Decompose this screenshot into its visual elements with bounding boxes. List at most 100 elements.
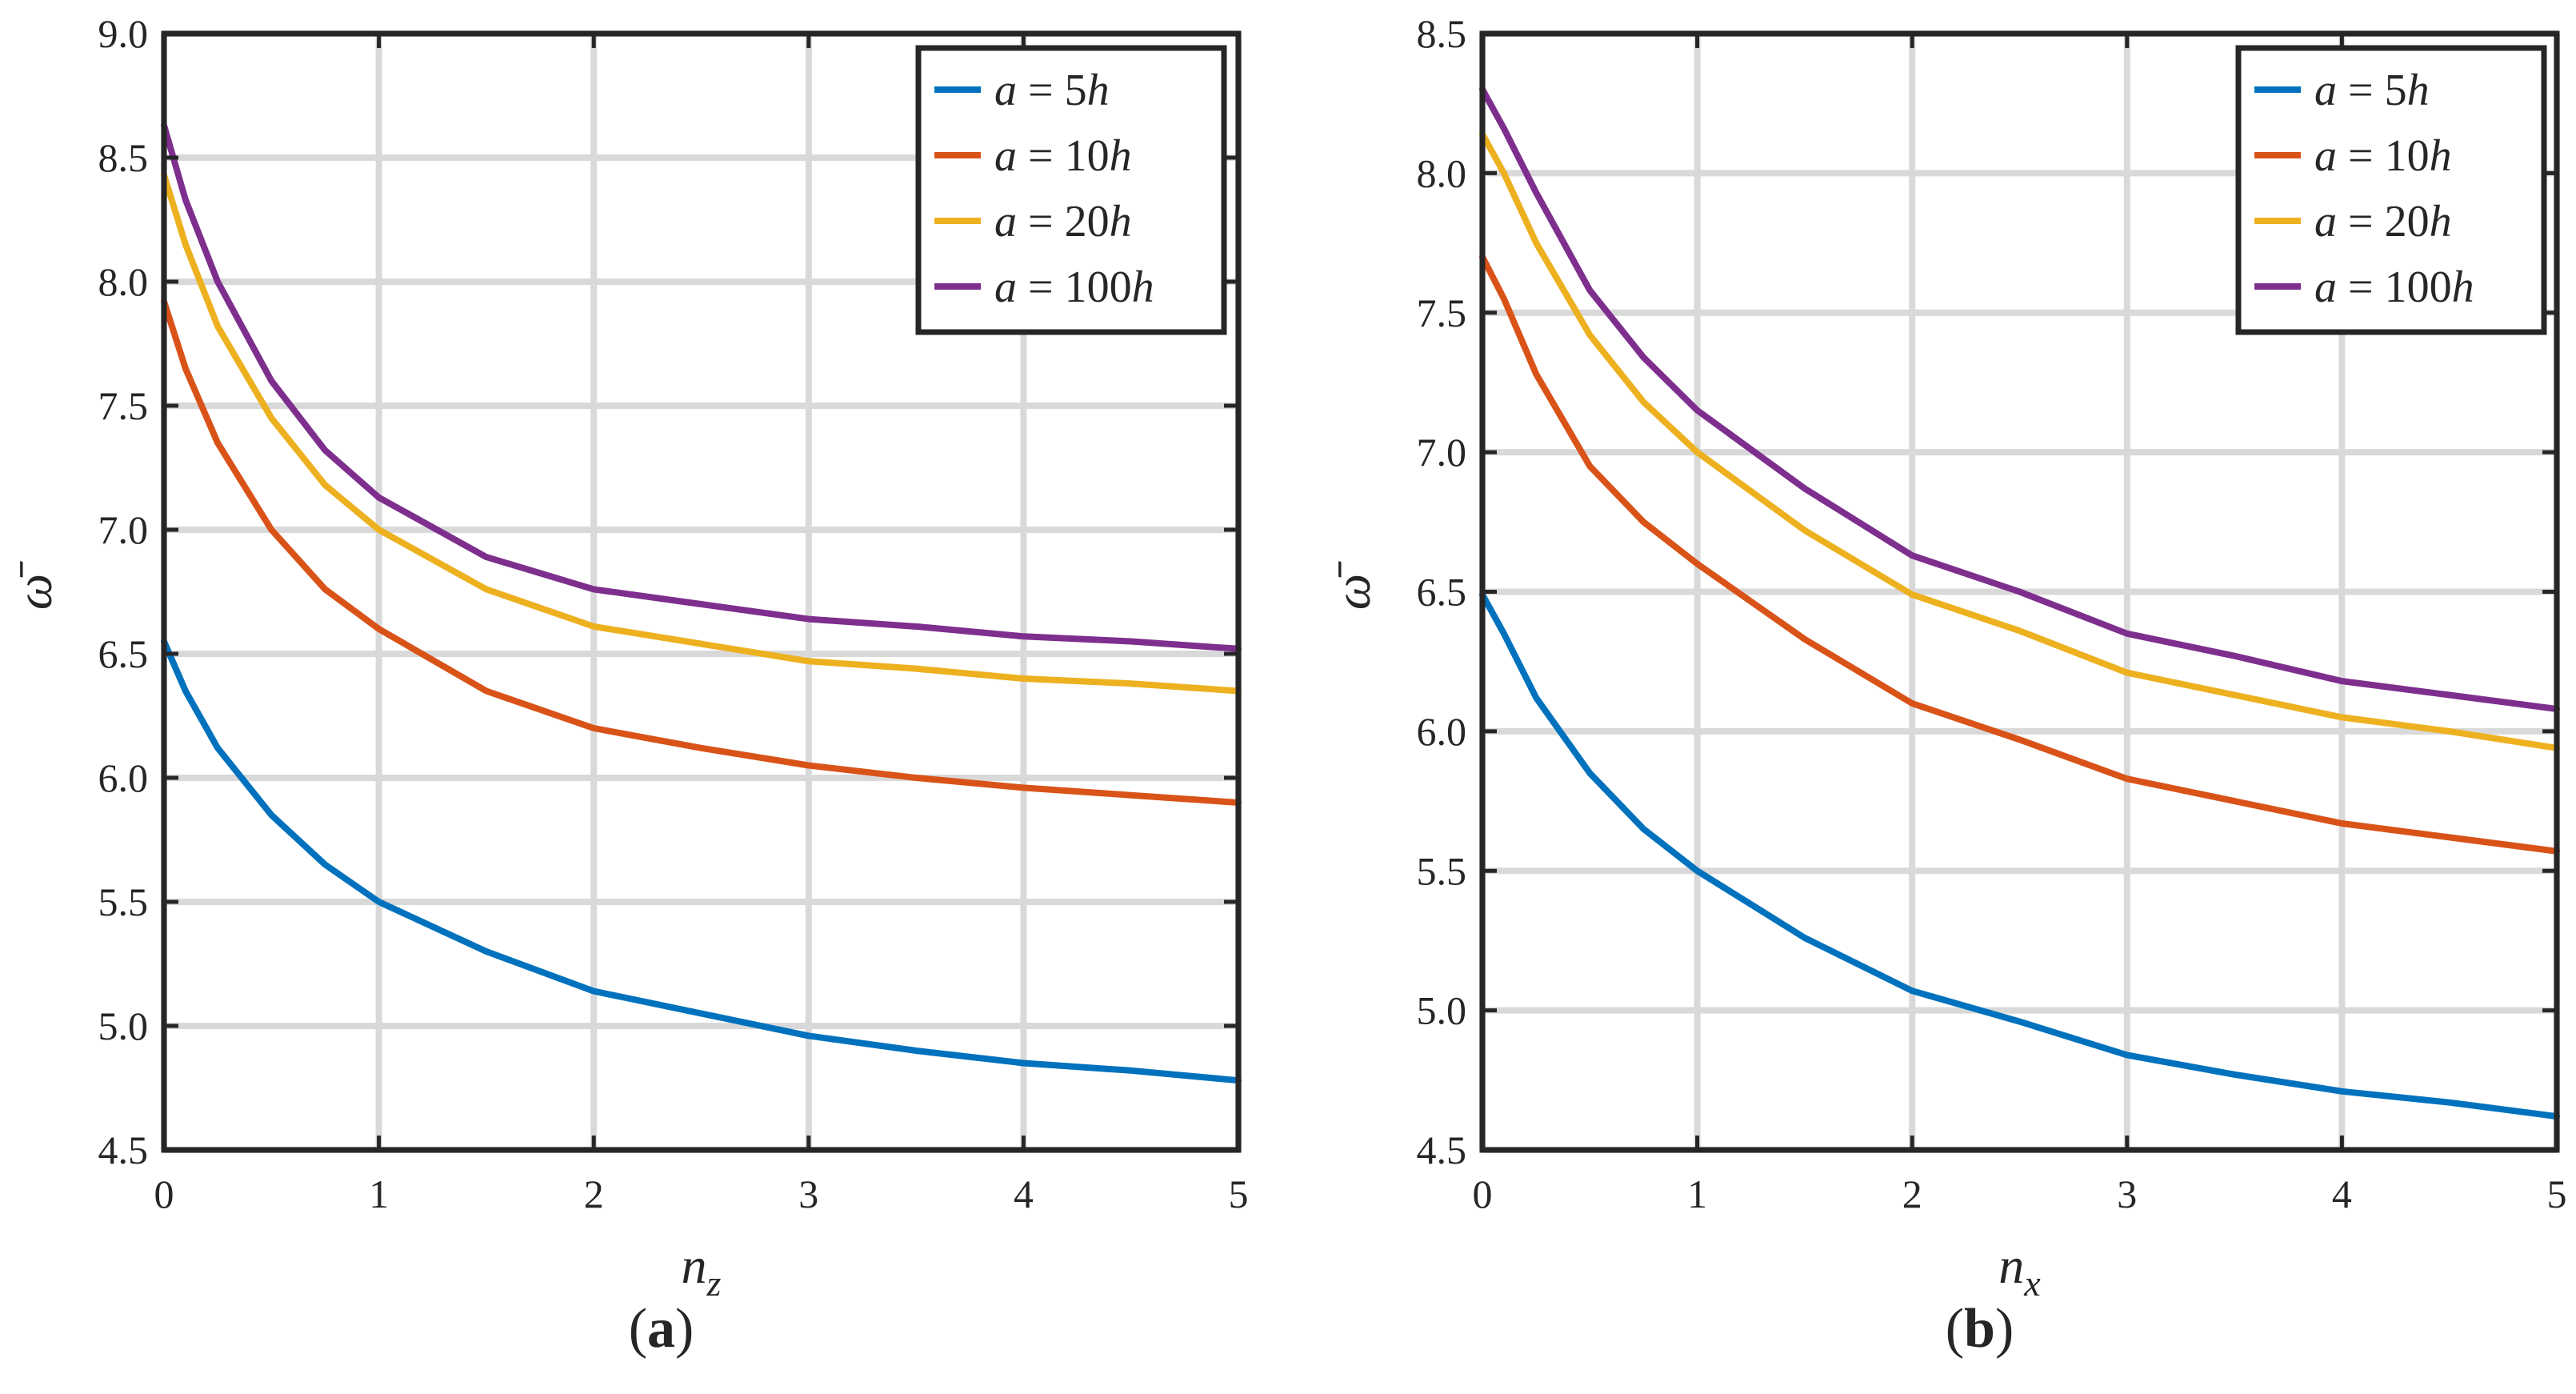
chart-panel-b: 0 1 2 3 4 5 4.5 5.0 5.5 6.0 6.5 7.0 7.5 8.0 8.5 nx ω̄ a =… [1324, 11, 2567, 1360]
series-line [161, 171, 1242, 695]
y-tick-label: 8.5 [98, 135, 149, 180]
series-line [161, 298, 1242, 806]
legend-entry-number: 20 [2385, 197, 2430, 246]
legend-box [2235, 45, 2547, 335]
legend-entry: a = 100h [994, 262, 1154, 312]
y-tick-label: 8.5 [1417, 11, 1467, 56]
x-tick-label: 3 [798, 1172, 818, 1216]
legend-entry-var: h [1132, 262, 1154, 312]
y-tick-label: 9.0 [98, 11, 149, 56]
x-tick-label: 2 [1902, 1172, 1922, 1216]
x-tick-label: 2 [584, 1172, 604, 1216]
y-tick-label: 6.0 [98, 755, 149, 800]
series-line [161, 122, 1242, 652]
series-line [1479, 591, 2560, 1120]
y-tick-label: 4.5 [1417, 1128, 1467, 1172]
panel-caption-letter: b [1964, 1298, 1995, 1360]
legend-entry-lhs: a [994, 197, 1017, 246]
legend-entry-lhs: a [994, 262, 1017, 312]
y-axis-label: ω̄ [6, 561, 62, 610]
legend-entry: a = 20h [2314, 197, 2452, 246]
legend-entry-number: 100 [1065, 262, 1132, 312]
y-tick-label: 7.0 [98, 507, 149, 552]
legend-entry: a = 10h [994, 131, 1132, 181]
legend-equals: = [2337, 131, 2385, 181]
ticks: 0 1 2 3 4 5 4.5 5.0 5.5 6.0 6.5 7.0 7.5 8.0 8.5 [1417, 11, 2567, 1216]
x-axis-label: nz [682, 1237, 722, 1304]
panel-caption-letter: a [647, 1298, 675, 1360]
legend-entry-number: 100 [2385, 262, 2452, 312]
legend-entry-lhs: a [994, 131, 1017, 181]
axes-box [161, 30, 1242, 1153]
legend-equals: = [1017, 66, 1065, 115]
y-tick-label: 6.0 [1417, 709, 1467, 754]
legend-entry: a = 5h [994, 66, 1110, 115]
series-line [1479, 254, 2560, 855]
x-axis-label-base: n [1998, 1237, 2024, 1294]
x-axis-label-subscript: x [2023, 1263, 2041, 1304]
legend-equals: = [2337, 262, 2385, 312]
ticks: 0 1 2 3 4 5 4.5 5.0 5.5 6.0 6.5 7.0 7.5 8.0 8.5 9.0 [98, 11, 1249, 1216]
y-tick-label: 5.5 [98, 879, 149, 924]
legend-entry: a = 10h [2314, 131, 2452, 181]
legend-equals: = [1017, 131, 1065, 181]
y-tick-label: 6.5 [98, 631, 149, 676]
panel-caption: (b) [1946, 1298, 2014, 1360]
x-tick-label: 0 [1473, 1172, 1493, 1216]
x-axis-label-subscript: z [706, 1263, 722, 1304]
legend-entry: a = 100h [2314, 262, 2474, 312]
panel-caption-close: ) [1995, 1298, 2014, 1360]
legend-entry-lhs: a [2314, 131, 2337, 181]
y-tick-label: 4.5 [98, 1128, 149, 1172]
y-tick-label: 5.0 [1417, 988, 1467, 1033]
panel-caption-open: ( [1946, 1298, 1964, 1360]
y-tick-label: 6.5 [1417, 570, 1467, 615]
y-tick-label: 7.5 [1417, 290, 1467, 335]
legend-entry-var: h [2430, 197, 2452, 246]
y-tick-label: 7.0 [1417, 430, 1467, 475]
x-tick-label: 5 [2547, 1172, 2567, 1216]
y-tick-label: 8.0 [98, 259, 149, 304]
legend-entry-var: h [2407, 66, 2430, 115]
legend-entry-lhs: a [2314, 262, 2337, 312]
legend-equals: = [2337, 197, 2385, 246]
y-tick-label: 8.0 [1417, 150, 1467, 195]
legend-entry-number: 5 [1065, 66, 1087, 115]
series-line [1479, 130, 2560, 751]
x-axis-label-base: n [682, 1237, 707, 1294]
series-line [161, 638, 1242, 1084]
legend-entry-lhs: a [2314, 66, 2337, 115]
x-tick-label: 0 [154, 1172, 174, 1216]
chart-panel-a: 0 1 2 3 4 5 4.5 5.0 5.5 6.0 6.5 7.0 7.5 8.0 8.5 9.0 nz ω̄… [6, 11, 1249, 1360]
legend-equals: = [2337, 66, 2385, 115]
legend-entry-lhs: a [994, 66, 1017, 115]
x-tick-label: 5 [1229, 1172, 1249, 1216]
legend-entry-number: 10 [1065, 131, 1110, 181]
panel-caption-close: ) [675, 1298, 694, 1360]
panel-caption-open: ( [629, 1298, 647, 1360]
x-tick-label: 4 [1014, 1172, 1034, 1216]
legend-entry-var: h [2452, 262, 2474, 312]
x-tick-label: 1 [369, 1172, 389, 1216]
y-axis-label: ω̄ [1324, 561, 1381, 610]
legend-entry-number: 20 [1065, 197, 1110, 246]
legend-entry-number: 5 [2385, 66, 2407, 115]
panel-caption: (a) [629, 1298, 694, 1360]
legend-entry-var: h [1110, 131, 1132, 181]
legend-entry-lhs: a [2314, 197, 2337, 246]
legend-equals: = [1017, 262, 1065, 312]
legend-entry: a = 5h [2314, 66, 2430, 115]
legend-equals: = [1017, 197, 1065, 246]
y-tick-label: 5.0 [98, 1003, 149, 1048]
x-tick-label: 4 [2332, 1172, 2352, 1216]
x-tick-label: 3 [2117, 1172, 2137, 1216]
legend-entry-var: h [1087, 66, 1110, 115]
legend-entry-var: h [2430, 131, 2452, 181]
series-line [1479, 86, 2560, 712]
y-tick-label: 7.5 [98, 383, 149, 428]
legend-entry: a = 20h [994, 197, 1132, 246]
legend-entry-var: h [1110, 197, 1132, 246]
x-axis-label: nx [1998, 1237, 2041, 1304]
